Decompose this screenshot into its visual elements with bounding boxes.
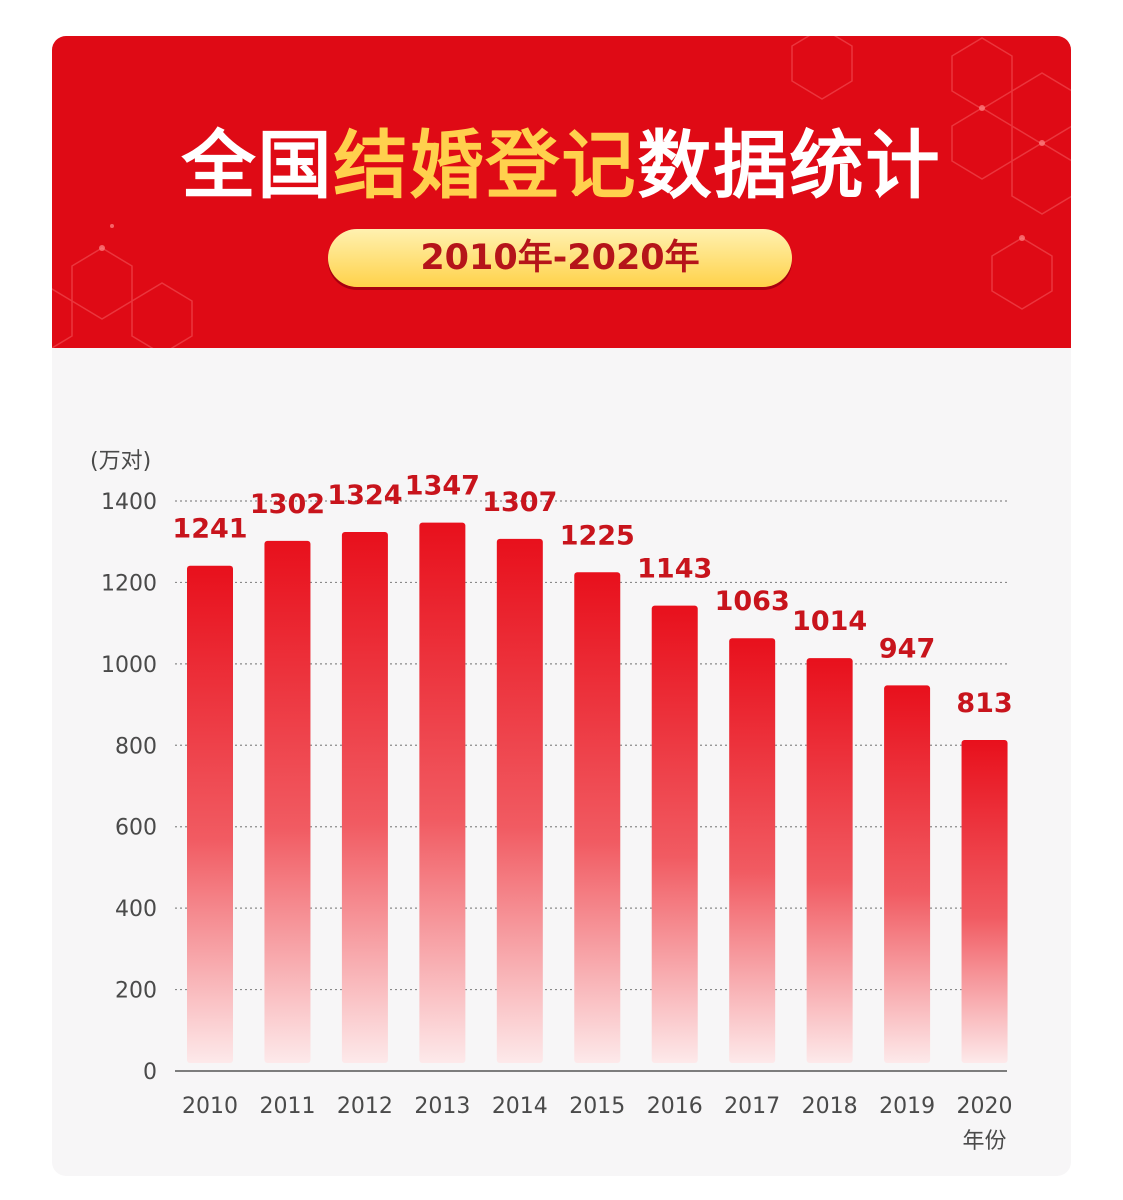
y-tick-label: 1400 [101, 490, 157, 515]
chart-title: 全国结婚登记数据统计 [52, 121, 1071, 211]
x-tick-label: 2019 [879, 1094, 935, 1119]
data-label: 1225 [560, 520, 635, 551]
bar [806, 658, 853, 1063]
data-label: 947 [879, 633, 935, 664]
data-label: 1014 [792, 606, 867, 637]
x-tick-label: 2015 [569, 1094, 625, 1119]
y-axis-unit-label: (万对) [90, 449, 151, 474]
data-label: 1302 [250, 489, 325, 520]
x-tick-label: 2010 [182, 1094, 238, 1119]
y-tick-label: 800 [115, 734, 157, 759]
data-label: 1347 [405, 471, 480, 502]
bar [264, 540, 311, 1063]
x-axis-unit-label: 年份 [963, 1129, 1007, 1154]
bar [574, 572, 621, 1063]
data-label: 1324 [327, 480, 402, 511]
data-label: 1063 [715, 586, 790, 617]
title-part-1: 全国 [181, 123, 334, 209]
bar [961, 739, 1008, 1063]
x-tick-label: 2016 [647, 1094, 703, 1119]
data-label: 1143 [637, 554, 712, 585]
bar [187, 565, 233, 1063]
subtitle-pill: 2010年-2020年 [328, 229, 792, 287]
y-tick-label: 1000 [101, 653, 157, 678]
bar [729, 638, 776, 1063]
x-tick-label: 2017 [724, 1094, 780, 1119]
y-tick-label: 1200 [101, 571, 157, 596]
data-label: 1307 [482, 487, 557, 518]
bar [651, 605, 698, 1063]
hexagon-pattern [52, 36, 1071, 348]
x-tick-label: 2014 [492, 1094, 548, 1119]
x-tick-label: 2012 [337, 1094, 393, 1119]
x-tick-label: 2013 [414, 1094, 470, 1119]
bar [419, 522, 466, 1063]
x-tick-label: 2011 [259, 1094, 315, 1119]
header-banner: 全国结婚登记数据统计 2010年-2020年 [52, 36, 1071, 348]
y-tick-label: 0 [143, 1060, 157, 1085]
data-label: 1241 [172, 514, 247, 545]
title-part-3: 数据统计 [637, 123, 942, 209]
y-tick-label: 200 [115, 979, 157, 1004]
bar [884, 685, 931, 1063]
x-tick-label: 2020 [957, 1094, 1013, 1119]
bar [341, 531, 388, 1063]
x-tick-label: 2018 [802, 1094, 858, 1119]
title-part-2: 结婚登记 [333, 123, 638, 209]
y-tick-label: 400 [115, 897, 157, 922]
y-tick-label: 600 [115, 816, 157, 841]
bar [496, 538, 543, 1063]
data-label: 813 [956, 688, 1012, 719]
